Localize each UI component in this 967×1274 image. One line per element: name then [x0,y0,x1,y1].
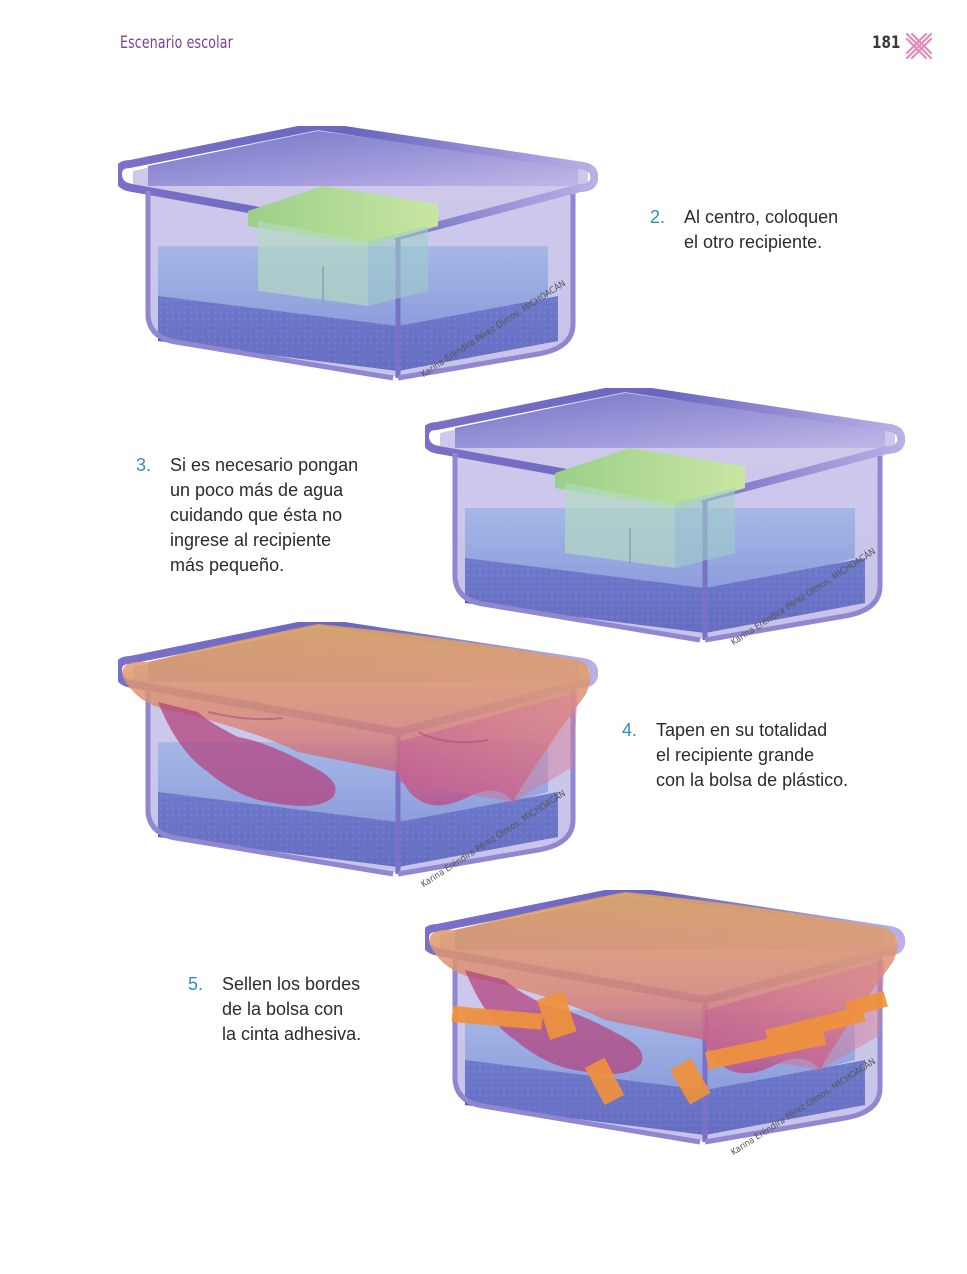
step-text: Sellen los bordes de la bolsa con la cin… [222,974,362,1044]
step-3: 3. Si es necesario pongan un poco más de… [136,453,358,578]
illustration-step-4 [118,622,598,882]
page-number: 181 [872,33,901,53]
step-text: Si es necesario pongan un poco más de ag… [170,455,359,575]
step-number: 5. [188,974,204,994]
step-2: 2. Al centro, coloquen el otro recipient… [650,205,838,255]
step-number: 2. [650,207,666,227]
step-number: 4. [622,720,638,740]
step-text: Tapen en su totalidad el recipiente gran… [656,720,849,790]
running-header: Escenario escolar [120,33,233,53]
step-4: 4. Tapen en su totalidad el recipiente g… [622,718,848,793]
step-number: 3. [136,455,152,475]
step-5: 5. Sellen los bordes de la bolsa con la … [188,972,361,1047]
illustration-step-2 [118,126,598,386]
step-text: Al centro, coloquen el otro recipiente. [684,207,839,252]
ornament-icon [905,32,933,60]
illustration-step-3 [425,388,905,648]
illustration-step-5 [425,890,905,1150]
